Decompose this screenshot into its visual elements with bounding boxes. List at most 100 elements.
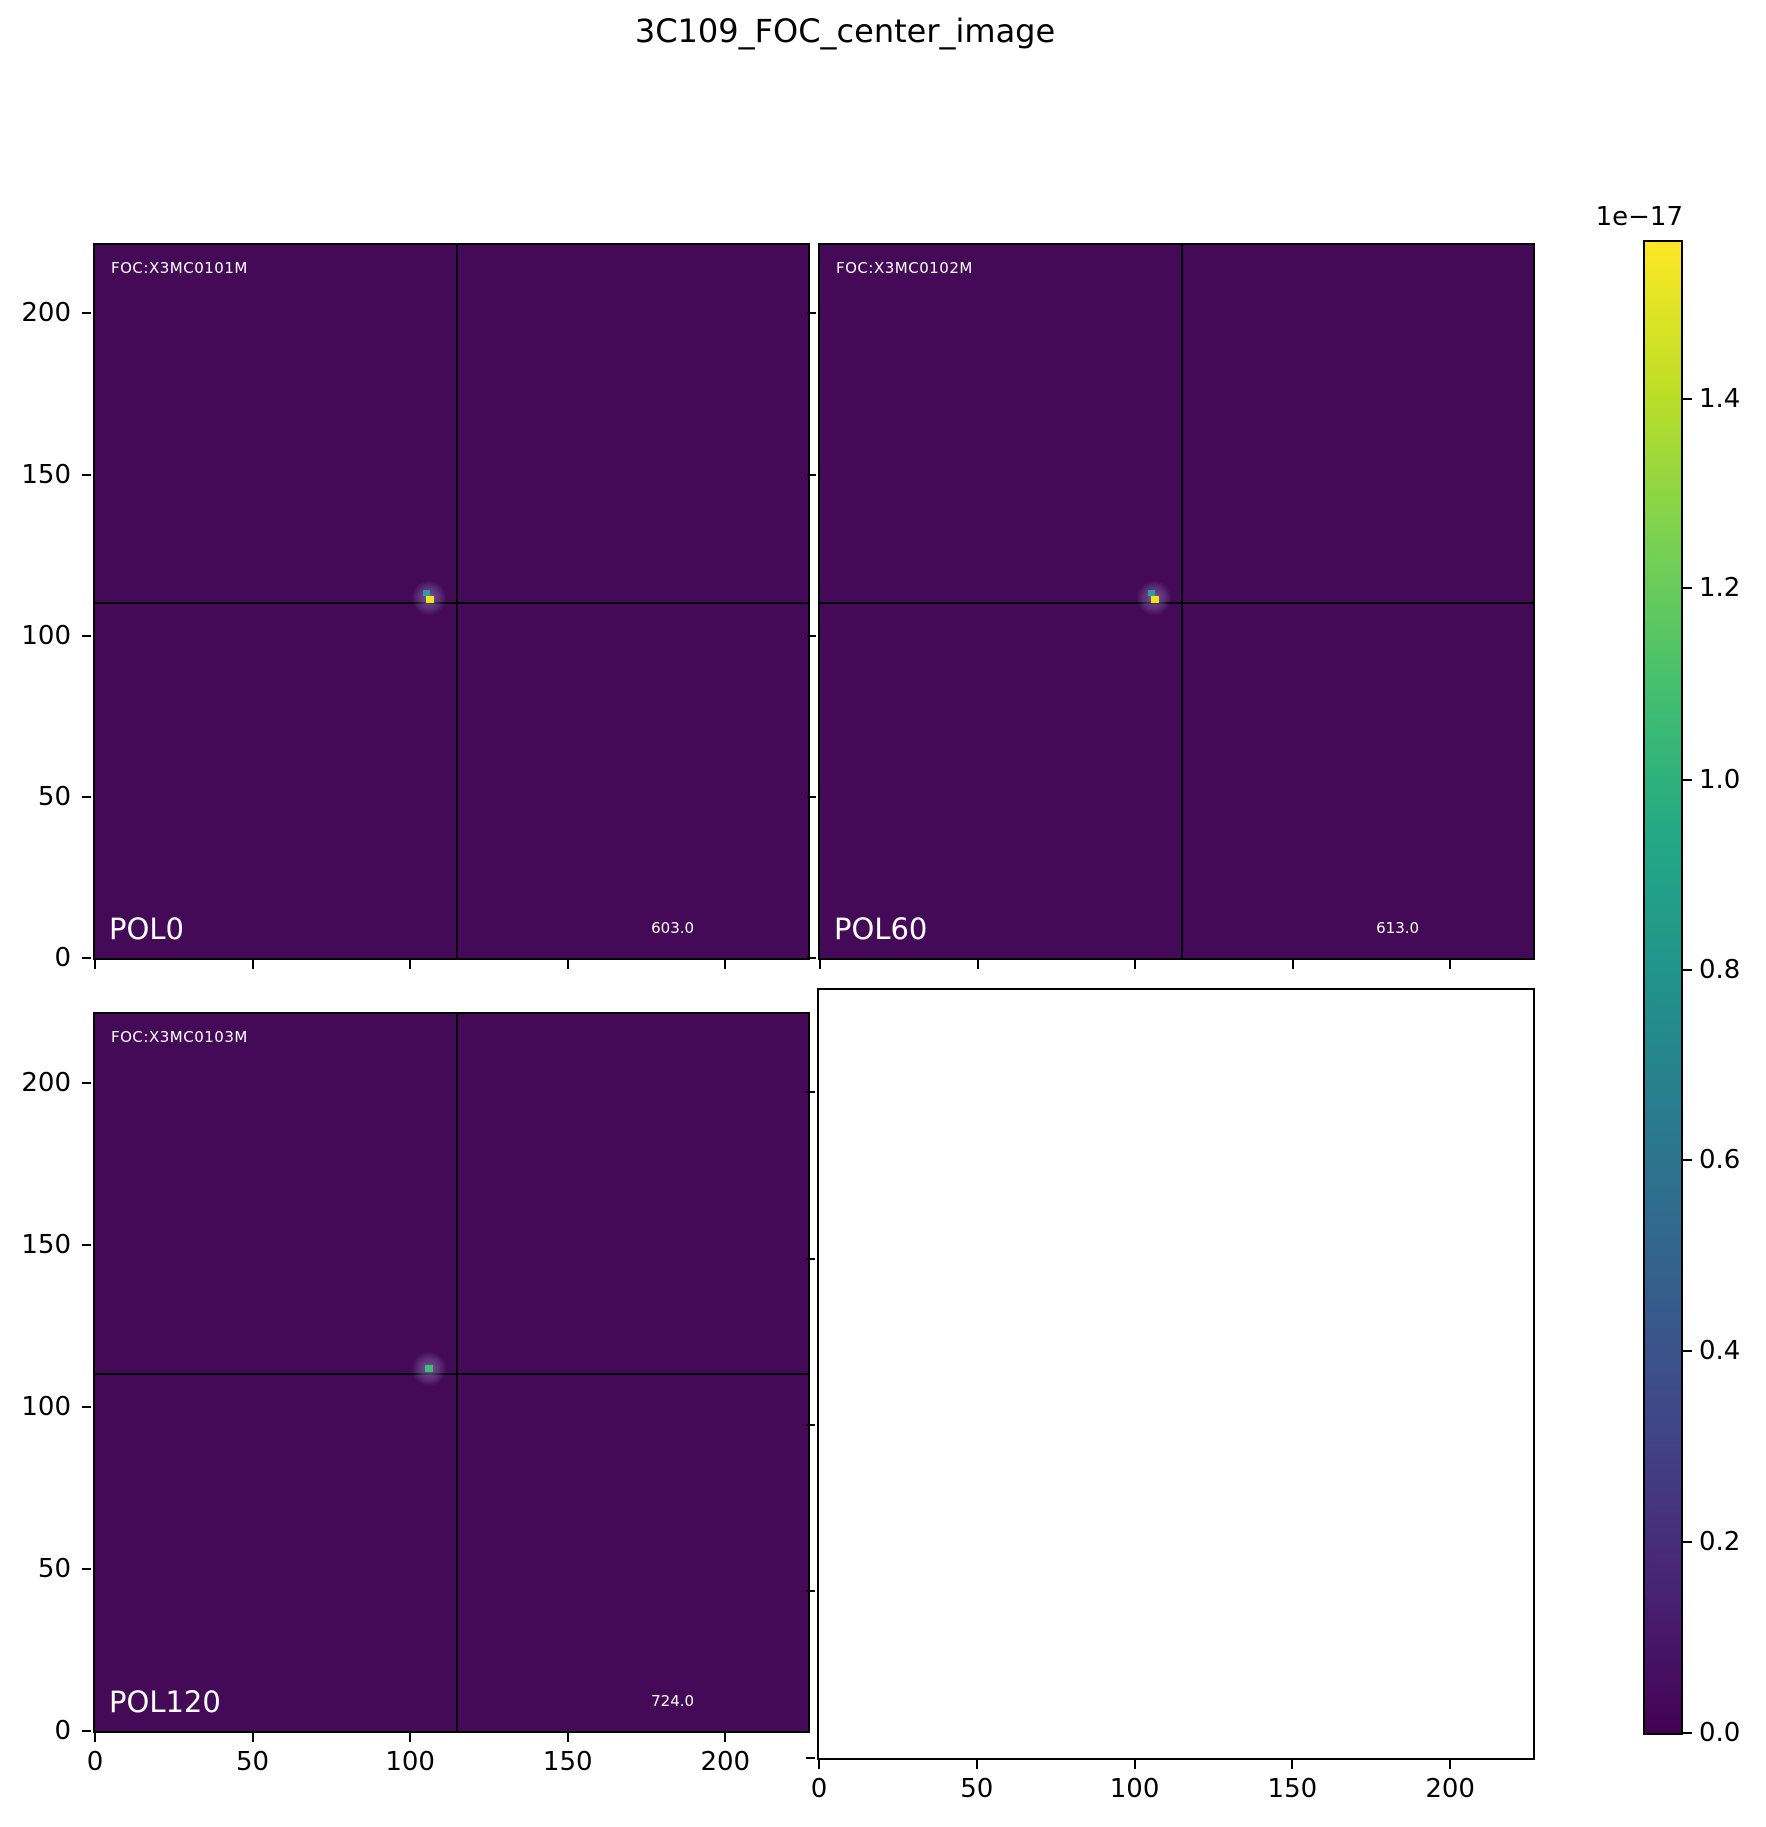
x-tick-mark <box>976 960 979 969</box>
source-pixel-peak <box>425 1365 434 1373</box>
colorbar: 1e−17 1.4 1.2 1.0 0.8 0.6 0.4 0.2 0.0 <box>1596 202 1741 1748</box>
x-tick-mark <box>251 960 254 969</box>
colorbar-tick-mark <box>1683 397 1692 400</box>
x-tick-mark <box>1291 960 1294 969</box>
x-tick-mark <box>1449 1760 1452 1769</box>
crosshair-vertical-line <box>456 245 459 958</box>
x-tick-label: 50 <box>960 1774 994 1804</box>
x-tick-mark <box>1449 960 1452 969</box>
source-spot <box>410 1350 449 1389</box>
colorbar-tick-mark <box>1683 1732 1692 1734</box>
y-tick-mark <box>807 957 816 959</box>
colorbar-tick-label: 1.2 <box>1699 572 1741 603</box>
y-tick-mark <box>82 473 91 476</box>
x-tick-label: 100 <box>1109 1774 1160 1804</box>
x-tick-mark <box>1291 1760 1294 1769</box>
y-tick-mark <box>82 1243 91 1246</box>
y-tick-mark <box>806 1424 815 1427</box>
y-tick-label: 0 <box>54 1716 71 1746</box>
dataset-label: FOC:X3MC0103M <box>111 1028 248 1046</box>
y-tick-label: 150 <box>21 459 71 490</box>
x-tick-mark <box>94 1733 96 1742</box>
x-tick-label: 50 <box>236 1747 270 1777</box>
y-tick-mark <box>806 1091 815 1094</box>
x-tick-mark <box>1134 960 1137 969</box>
annotation-value: 724.0 <box>651 1692 695 1710</box>
colorbar-tick-label: 0.4 <box>1699 1336 1741 1367</box>
y-tick-mark <box>806 1590 815 1593</box>
colorbar-tick-label: 1.4 <box>1699 383 1741 414</box>
y-tick-mark <box>82 795 91 798</box>
y-tick-mark <box>82 1567 91 1570</box>
colorbar-tick-label: 0.0 <box>1699 1718 1741 1748</box>
y-tick-label: 50 <box>37 781 71 812</box>
y-tick-mark <box>82 1081 91 1084</box>
x-tick-mark <box>975 1760 978 1769</box>
y-tick-mark <box>806 1257 815 1260</box>
x-tick-label: 150 <box>1267 1774 1318 1804</box>
panel-empty: 0 50 100 150 200 <box>806 988 1535 1804</box>
x-tick-mark <box>409 960 412 969</box>
colorbar-tick-mark <box>1683 1541 1692 1544</box>
colorbar-tick-mark <box>1683 1159 1692 1162</box>
x-tick-mark <box>566 1733 569 1742</box>
crosshair-vertical-line <box>456 1014 459 1731</box>
pol-filter-label: POL60 <box>834 912 928 946</box>
crosshair-horizontal-line <box>820 601 1533 604</box>
pol-filter-label: POL0 <box>109 912 184 946</box>
colorbar-tick-label: 1.0 <box>1699 765 1741 796</box>
y-tick-mark <box>806 1757 815 1759</box>
y-tick-label: 150 <box>21 1229 71 1260</box>
y-tick-mark <box>82 634 91 637</box>
x-tick-label: 200 <box>1425 1774 1475 1804</box>
pol-filter-label: POL120 <box>109 1685 221 1719</box>
colorbar-tick-label: 0.6 <box>1699 1145 1741 1176</box>
source-pixel-teal <box>1148 590 1156 597</box>
y-tick-mark <box>807 634 816 637</box>
x-tick-mark <box>251 1733 254 1742</box>
x-tick-mark <box>566 960 569 969</box>
panel-pol60: FOC:X3MC0102M POL60 613.0 <box>807 243 1535 969</box>
panel-pol120: FOC:X3MC0103M POL120 724.0 0 50 100 150 200 0… <box>21 1012 810 1777</box>
y-tick-label: 100 <box>21 620 71 651</box>
annotation-value: 613.0 <box>1376 919 1420 937</box>
crosshair-vertical-line <box>1181 245 1184 958</box>
figure-title: 3C109_FOC_center_image <box>634 12 1056 50</box>
colorbar-tick-mark <box>1683 1350 1692 1353</box>
x-tick-label: 0 <box>86 1747 104 1777</box>
x-tick-label: 0 <box>810 1774 828 1804</box>
colorbar-tick-label: 0.2 <box>1699 1527 1741 1558</box>
x-tick-mark <box>1133 1760 1136 1769</box>
x-tick-mark <box>819 960 821 969</box>
y-tick-label: 200 <box>21 298 71 329</box>
crosshair-horizontal-line <box>95 1372 808 1375</box>
x-tick-label: 100 <box>385 1747 435 1777</box>
source-spot <box>410 579 449 618</box>
colorbar-offset-label: 1e−17 <box>1595 202 1683 232</box>
y-tick-mark <box>82 957 91 959</box>
source-pixel-teal <box>423 590 431 597</box>
panel-pol0: FOC:X3MC0101M POL0 603.0 0 50 100 150 200 <box>21 243 810 973</box>
colorbar-tick-mark <box>1683 779 1692 782</box>
colorbar-tick-mark <box>1683 968 1692 971</box>
y-tick-label: 50 <box>37 1553 71 1584</box>
y-tick-mark <box>807 795 816 798</box>
crosshair-horizontal-line <box>95 601 808 604</box>
y-tick-mark <box>807 473 816 476</box>
x-tick-label: 150 <box>542 1747 593 1777</box>
x-tick-mark <box>724 960 727 969</box>
source-pixel-peak <box>426 596 435 604</box>
x-tick-mark <box>409 1733 412 1742</box>
annotation-value: 603.0 <box>651 919 695 937</box>
y-tick-mark <box>82 1730 91 1732</box>
x-tick-mark <box>94 960 96 969</box>
dataset-label: FOC:X3MC0102M <box>836 259 973 277</box>
y-tick-mark <box>807 312 816 315</box>
y-tick-label: 0 <box>54 943 71 973</box>
source-spot <box>1135 579 1174 618</box>
x-tick-label: 200 <box>700 1747 751 1777</box>
source-pixel-peak <box>1151 596 1160 604</box>
dataset-label: FOC:X3MC0101M <box>111 259 248 277</box>
colorbar-tick-mark <box>1683 586 1692 589</box>
